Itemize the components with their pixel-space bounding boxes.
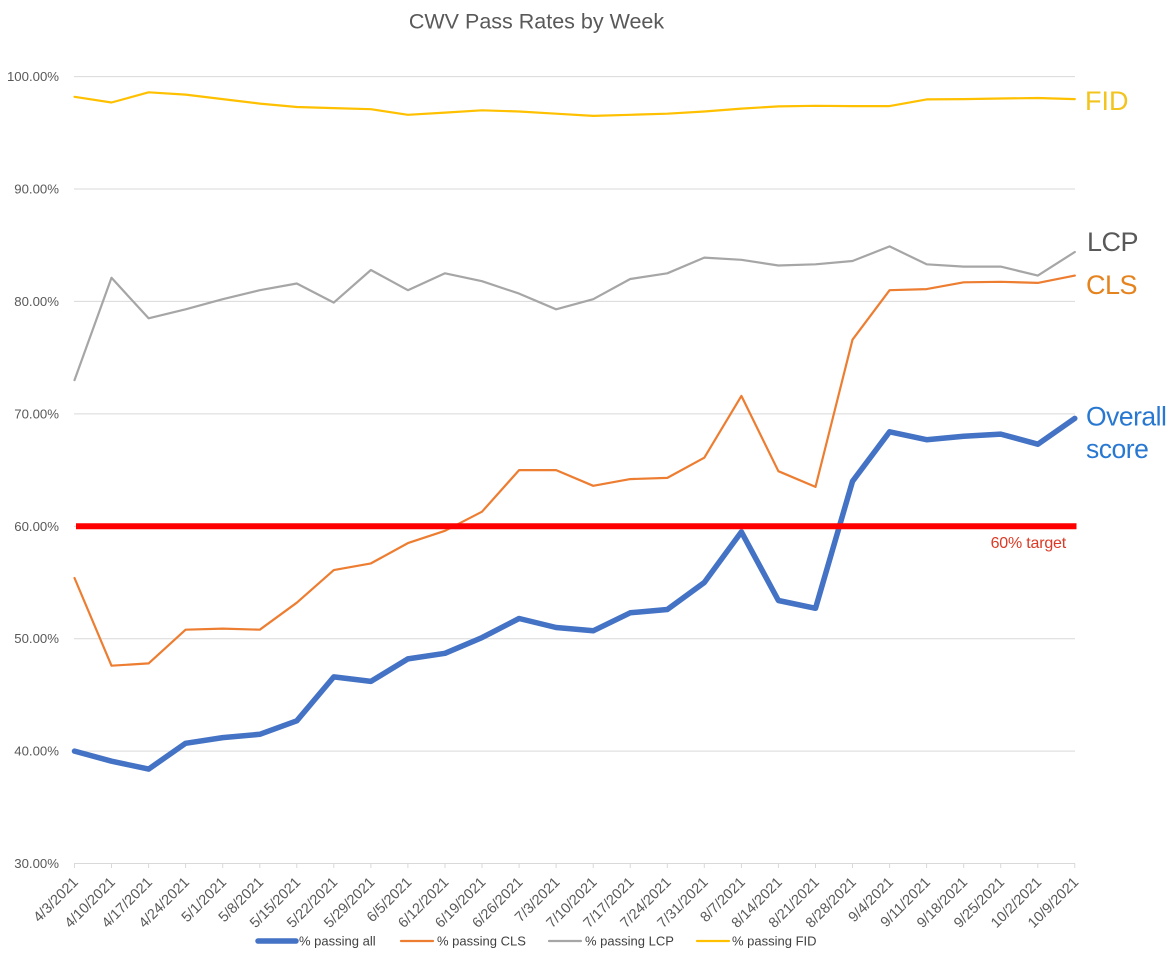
svg-text:50.00%: 50.00%	[14, 631, 59, 646]
svg-text:90.00%: 90.00%	[14, 182, 59, 197]
svg-text:% passing FID: % passing FID	[732, 934, 817, 949]
svg-text:70.00%: 70.00%	[14, 406, 59, 421]
svg-text:60.00%: 60.00%	[14, 519, 59, 534]
svg-text:60% target: 60% target	[991, 535, 1067, 552]
svg-text:LCP: LCP	[1087, 227, 1138, 257]
svg-text:30.00%: 30.00%	[14, 856, 59, 871]
svg-text:80.00%: 80.00%	[14, 294, 59, 309]
svg-text:CLS: CLS	[1086, 270, 1137, 300]
svg-text:% passing CLS: % passing CLS	[437, 934, 526, 949]
svg-text:Overall: Overall	[1086, 402, 1166, 432]
svg-text:100.00%: 100.00%	[7, 69, 59, 84]
svg-text:score: score	[1086, 434, 1148, 464]
svg-text:% passing LCP: % passing LCP	[585, 934, 674, 949]
svg-text:% passing all: % passing all	[299, 934, 376, 949]
svg-text:40.00%: 40.00%	[14, 744, 59, 759]
svg-text:CWV Pass Rates by Week: CWV Pass Rates by Week	[409, 10, 665, 34]
svg-text:FID: FID	[1085, 86, 1129, 116]
